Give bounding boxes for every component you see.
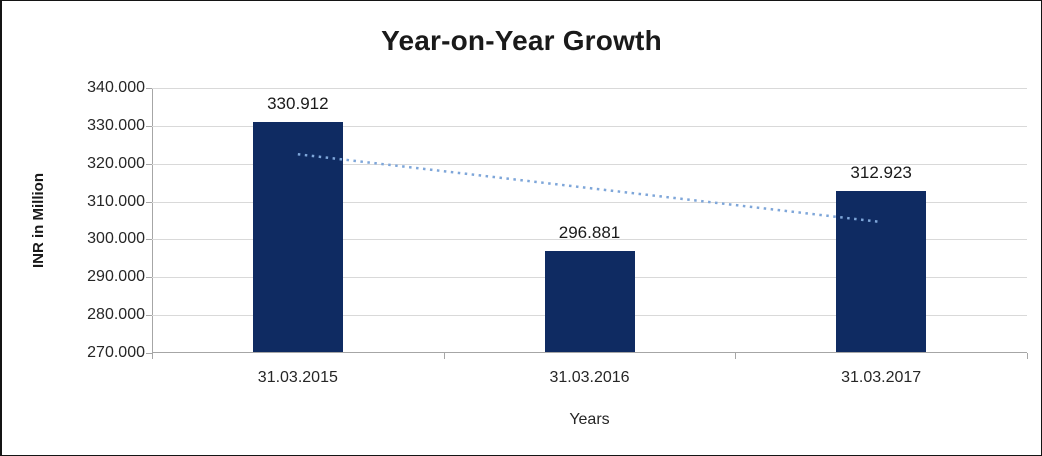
bar xyxy=(544,251,635,353)
x-axis-tick-mark xyxy=(1027,353,1028,359)
x-axis-line xyxy=(152,352,1027,353)
y-axis-tick-label: 330.000 xyxy=(87,116,145,134)
gridline xyxy=(152,163,1027,165)
y-axis-tick-label: 310.000 xyxy=(87,192,145,210)
y-axis-tick-mark xyxy=(146,353,152,354)
x-axis-tick-label: 31.03.2017 xyxy=(841,369,922,386)
bar xyxy=(252,122,343,353)
gridline xyxy=(152,239,1027,241)
y-axis-tick-label: 280.000 xyxy=(87,306,145,324)
y-axis-title-text: INR in Million xyxy=(29,173,47,268)
y-axis-tick-mark xyxy=(146,239,152,241)
chart-title: Year-on-Year Growth xyxy=(381,25,662,56)
gridline xyxy=(152,201,1027,203)
bar xyxy=(836,190,927,353)
y-axis-tick-mark xyxy=(146,201,152,203)
bar-value-label: 296.881 xyxy=(558,223,621,243)
x-axis-title: Years xyxy=(569,411,610,428)
y-axis-tick-mark xyxy=(146,125,152,127)
y-axis-tick-mark xyxy=(146,277,152,279)
plot-area: 330.912 296.881 312.923 xyxy=(146,88,1028,359)
y-axis-tick-labels: 340.000 330.000 320.000 310.000 300.000 290.0… xyxy=(57,79,145,361)
y-axis-tick-label: 290.000 xyxy=(87,268,145,286)
trendline xyxy=(297,153,882,224)
y-axis-tick-mark xyxy=(146,163,152,165)
x-axis-tick-mark xyxy=(152,353,153,359)
y-axis-tick-label: 320.000 xyxy=(87,154,145,172)
gridline xyxy=(152,125,1027,127)
x-axis-tick-label: 31.03.2016 xyxy=(549,369,630,386)
bar-value-label: 330.912 xyxy=(267,94,329,114)
gridline xyxy=(152,88,1027,89)
y-axis-tick-label: 300.000 xyxy=(87,230,145,248)
x-axis-tick-label: 31.03.2015 xyxy=(257,369,338,386)
x-axis-tick-mark xyxy=(443,353,445,359)
y-axis-tick-label: 270.000 xyxy=(87,344,145,361)
x-axis-tick-mark xyxy=(735,353,737,359)
y-axis-tick-mark xyxy=(146,88,152,89)
bar-value-label: 312.923 xyxy=(850,162,912,182)
y-axis-tick-mark xyxy=(146,315,152,317)
y-axis-line xyxy=(152,88,153,353)
y-axis-tick-label: 340.000 xyxy=(87,79,145,96)
x-axis-tick-labels: 31.03.2015 31.03.2016 31.03.2017 xyxy=(152,369,1027,391)
